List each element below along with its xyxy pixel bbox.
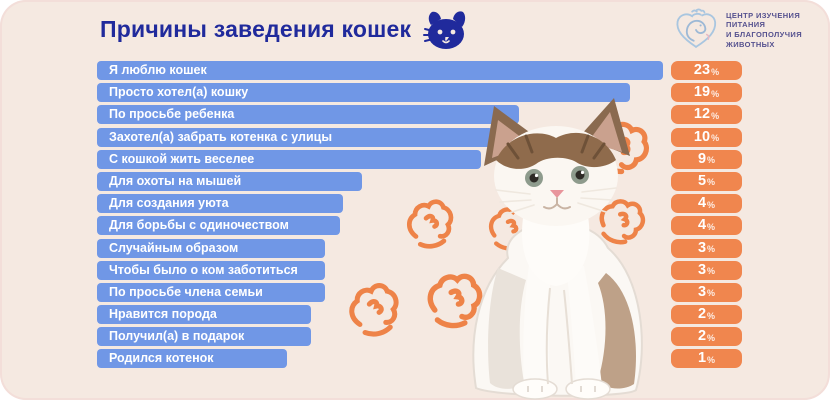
value-number: 3 <box>697 261 707 278</box>
bar-row: Просто хотел(а) кошку 19% <box>97 83 745 103</box>
cat-face-icon <box>423 11 466 49</box>
percent-sign: % <box>711 66 720 77</box>
percent-sign: % <box>711 110 720 121</box>
value-chip: 19% <box>671 83 742 103</box>
percent-sign: % <box>707 199 716 210</box>
bar-row: Для борьбы с одиночеством 4% <box>97 216 745 236</box>
value-chip: 9% <box>671 149 742 169</box>
heart-dog-logo-icon <box>676 8 717 48</box>
org-logo: ЦЕНТР ИЗУЧЕНИЯ ПИТАНИЯ И БЛАГОПОЛУЧИЯ ЖИ… <box>673 8 802 52</box>
value-number: 19 <box>693 84 711 101</box>
percent-sign: % <box>707 155 716 166</box>
value-chip: 12% <box>671 105 742 125</box>
percent-sign: % <box>711 88 720 99</box>
value-number: 2 <box>697 328 707 345</box>
value-number: 23 <box>693 62 711 78</box>
bar-row: Я люблю кошек 23% <box>97 61 745 80</box>
value-number: 1 <box>697 350 707 367</box>
value-number: 12 <box>693 106 711 123</box>
percent-sign: % <box>707 266 716 277</box>
category-bar: Случайным образом <box>97 238 325 258</box>
bar-row: Захотел(а) забрать котенка с улицы 10% <box>97 127 745 147</box>
logo-line: ЦЕНТР ИЗУЧЕНИЯ <box>726 10 801 20</box>
percent-sign: % <box>707 244 716 254</box>
value-chip: 5% <box>671 171 742 191</box>
value-number: 3 <box>697 283 707 300</box>
value-chip: 23% <box>671 61 742 80</box>
value-number: 3 <box>697 239 707 256</box>
category-bar: По просьбе члена семьи <box>97 282 325 302</box>
bar-row: Получил(а) в подарок 2% <box>97 327 745 347</box>
percent-sign: % <box>707 288 716 299</box>
value-chip: 4% <box>671 194 742 214</box>
category-bar: Для охоты на мышей <box>97 171 362 191</box>
category-bar: Просто хотел(а) кошку <box>97 83 630 103</box>
sitting-kitten-photo <box>472 98 643 400</box>
bar-row: По просьбе члена семьи 3% <box>97 282 745 302</box>
category-bar: По просьбе ребенка <box>97 105 519 125</box>
logo-line: ЖИВОТНЫХ <box>726 39 775 49</box>
value-number: 4 <box>697 217 707 234</box>
logo-line: ПИТАНИЯ <box>726 20 766 30</box>
bar-row: Чтобы было о ком заботиться 3% <box>97 260 745 280</box>
page-title: Причины заведения кошек <box>100 16 412 42</box>
bar-row: Для охоты на мышей 5% <box>97 171 745 191</box>
value-chip: 3% <box>671 260 742 280</box>
bar-row: Случайным образом 3% <box>97 238 745 258</box>
bar-row: По просьбе ребенка 12% <box>97 105 745 125</box>
category-bar: Чтобы было о ком заботиться <box>97 260 325 280</box>
percent-sign: % <box>707 310 716 321</box>
bar-chart: Я люблю кошек 23% Просто хотел(а) кошку 19%… <box>97 61 745 372</box>
bar-row: Родился котенок 1% <box>97 349 745 369</box>
category-bar: Для создания уюта <box>97 194 343 214</box>
value-chip: 2% <box>671 327 742 347</box>
category-bar: С кошкой жить веселее <box>97 149 481 169</box>
value-chip: 1% <box>671 349 742 369</box>
percent-sign: % <box>707 221 716 232</box>
value-number: 2 <box>697 306 707 323</box>
value-chip: 10% <box>671 127 742 147</box>
bar-row: Для создания уюта 4% <box>97 194 745 214</box>
value-chip: 3% <box>671 238 742 258</box>
value-number: 10 <box>693 128 711 145</box>
value-number: 9 <box>697 150 707 167</box>
percent-sign: % <box>711 133 720 144</box>
logo-line: И БЛАГОПОЛУЧИЯ <box>726 30 802 39</box>
value-number: 5 <box>697 172 707 189</box>
bar-row: Нравится порода 2% <box>97 305 745 325</box>
category-bar: Захотел(а) забрать котенка с улицы <box>97 127 493 147</box>
value-chip: 3% <box>671 282 742 302</box>
org-logo-text: ЦЕНТР ИЗУЧЕНИЯ ПИТАНИЯ И БЛАГОПОЛУЧИЯ ЖИ… <box>726 11 802 50</box>
category-bar: Я люблю кошек <box>97 61 663 80</box>
value-chip: 2% <box>671 305 742 325</box>
percent-sign: % <box>707 177 716 188</box>
paw-print-doodle-icon <box>341 277 407 343</box>
category-bar: Родился котенок <box>97 349 287 369</box>
category-bar: Для борьбы с одиночеством <box>97 216 340 236</box>
value-number: 4 <box>697 195 707 212</box>
value-chip: 4% <box>671 216 742 236</box>
category-bar: Нравится порода <box>97 305 311 325</box>
percent-sign: % <box>707 354 716 365</box>
percent-sign: % <box>707 332 716 343</box>
category-bar: Получил(а) в подарок <box>97 327 311 347</box>
bar-row: С кошкой жить веселее 9% <box>97 149 745 169</box>
